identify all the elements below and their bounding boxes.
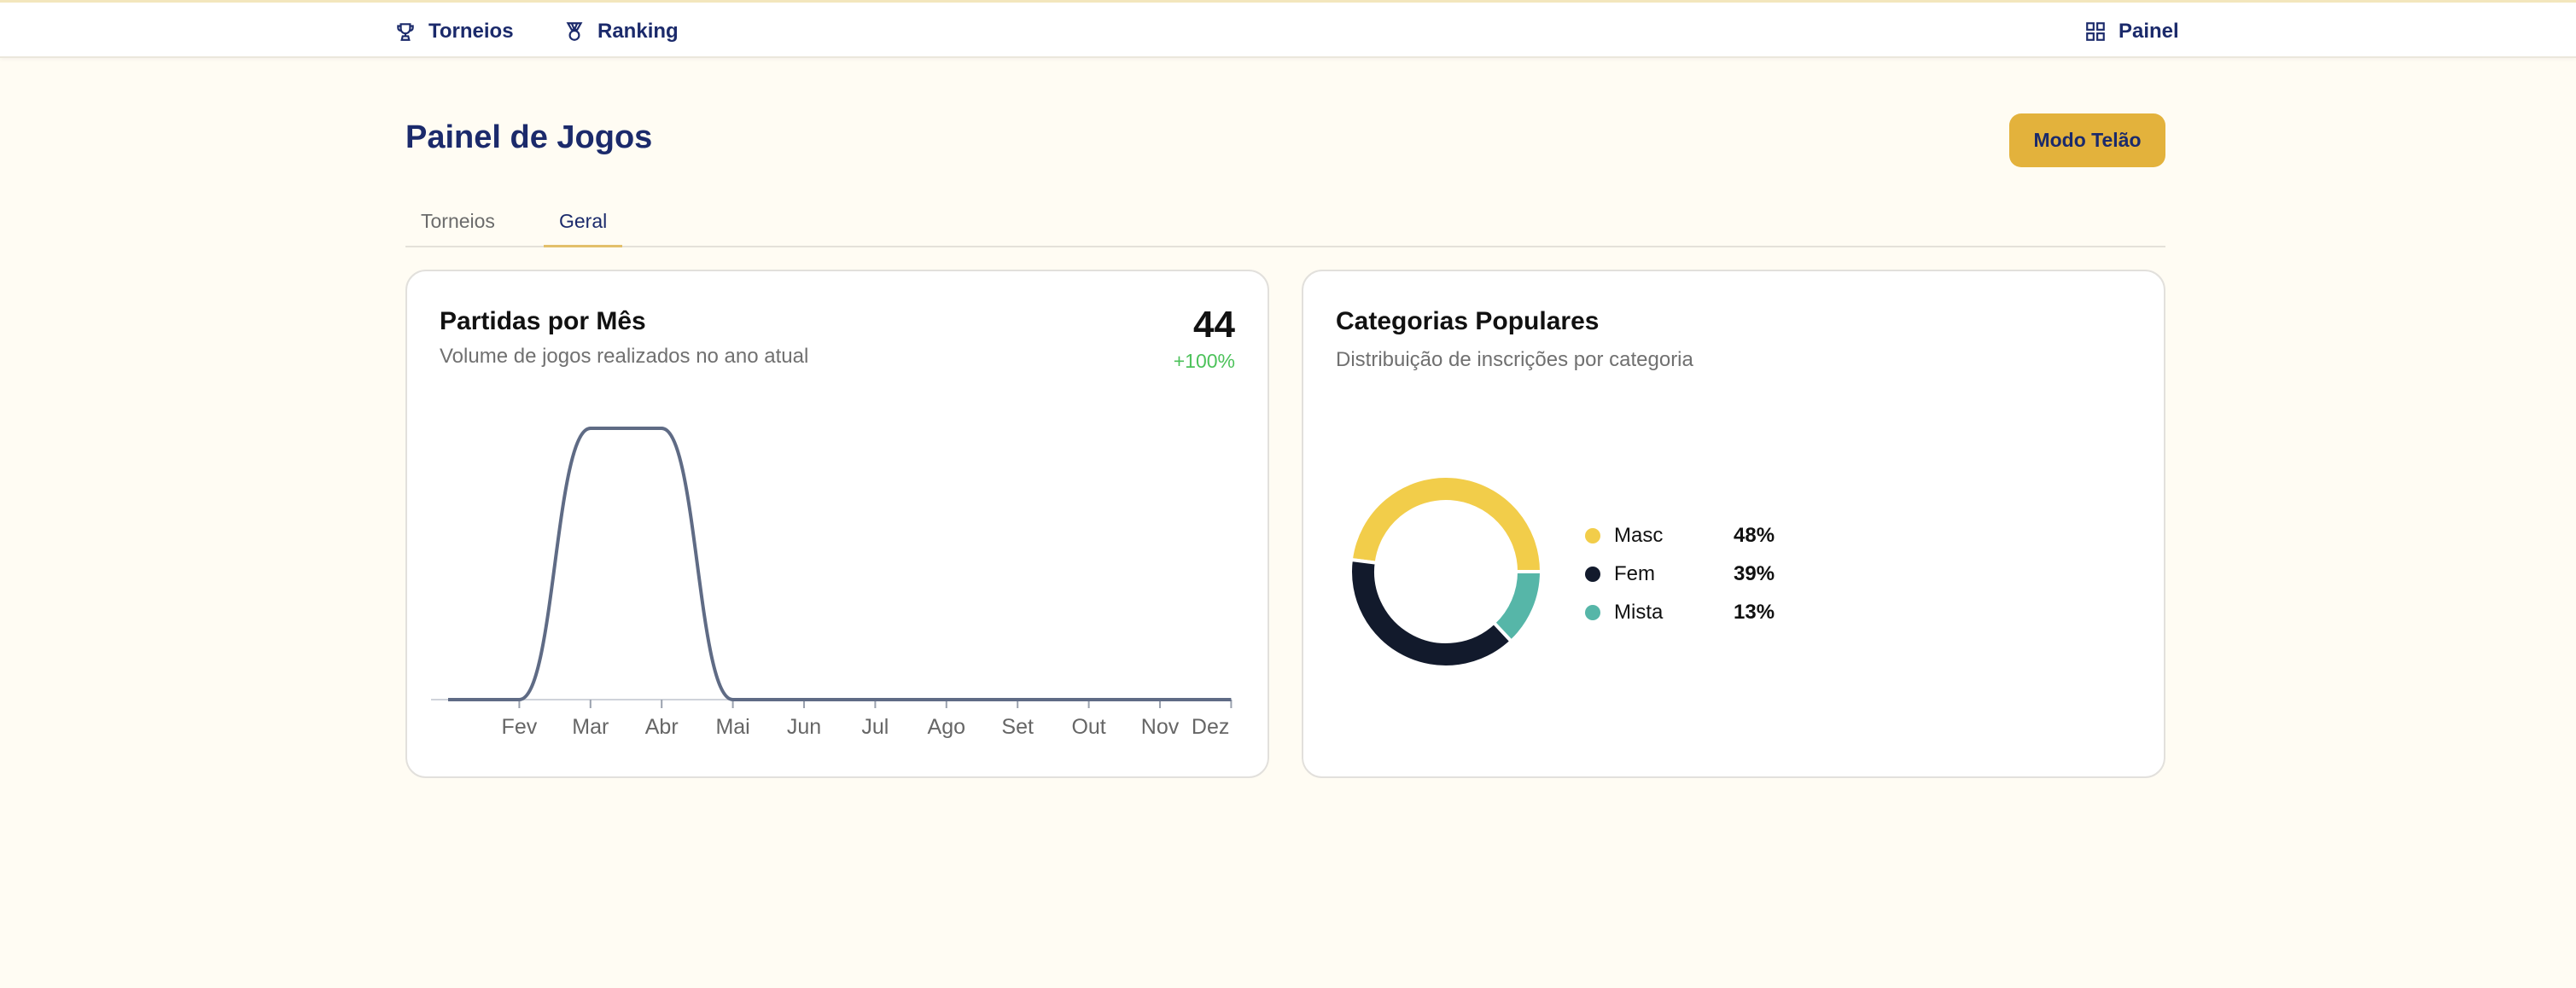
x-tick-label: Jun [787, 715, 821, 739]
medal-icon [566, 22, 583, 41]
legend-label: Fem [1614, 562, 1655, 585]
legend-dot [1585, 567, 1600, 582]
total-matches: 44 [1193, 304, 1235, 346]
nav-ranking-label: Ranking [597, 20, 679, 43]
categories-card: Categorias Populares Distribuição de ins… [1302, 270, 2165, 778]
donut-slice-masc [1349, 474, 1544, 573]
delta-percent: +100% [1173, 350, 1235, 372]
x-tick-label: Out [1071, 715, 1105, 739]
top-nav: Torneios Ranking Painel [0, 0, 2576, 58]
x-tick-label: Jul [861, 715, 889, 739]
mode-telao-button[interactable]: Modo Telão [2009, 113, 2165, 167]
x-tick-label: Ago [928, 715, 965, 739]
x-tick-label: Abr [645, 715, 679, 739]
legend-dot [1585, 528, 1600, 543]
legend-item: Masc 48% [1585, 524, 1775, 548]
x-tick-label: Nov [1141, 715, 1180, 739]
legend-value: 39% [1734, 562, 1775, 585]
card-subtitle: Distribuição de inscrições por categoria [1336, 348, 1693, 371]
tab-torneios[interactable]: Torneios [421, 210, 495, 232]
nav-torneios[interactable]: Torneios [394, 20, 514, 44]
nav-torneios-label: Torneios [428, 20, 514, 43]
line-chart: Fev Mar Abr Mai Jun Jul Ago Set Out Nov Dez [431, 427, 1233, 739]
x-tick-label: Mar [572, 715, 609, 739]
page-title: Painel de Jogos [405, 119, 653, 155]
legend-value: 13% [1734, 601, 1775, 624]
legend-item: Mista 13% [1585, 601, 1775, 625]
legend-label: Mista [1614, 601, 1664, 624]
trophy-icon [397, 23, 414, 41]
nav-painel-label: Painel [2118, 20, 2179, 43]
x-tick-label: Set [1001, 715, 1034, 739]
legend-value: 48% [1734, 524, 1775, 547]
donut-chart [1349, 474, 1544, 669]
tab-geral[interactable]: Geral [544, 210, 623, 247]
matches-card: Partidas por Mês Volume de jogos realiza… [405, 270, 1269, 778]
legend-item: Fem 39% [1585, 562, 1775, 586]
x-tick-label: Mai [715, 715, 749, 739]
x-tick-label: Dez [1192, 715, 1229, 739]
series-line [448, 427, 1232, 702]
nav-painel[interactable]: Painel [2084, 20, 2179, 44]
legend-dot [1585, 605, 1600, 620]
donut-slice-fem [1349, 557, 1514, 669]
tabs: Torneios Geral [405, 205, 2165, 247]
x-tick-label: Fev [502, 715, 538, 739]
card-subtitle: Volume de jogos realizados no ano atual [440, 345, 809, 368]
legend-label: Masc [1614, 524, 1664, 547]
card-title: Partidas por Mês [440, 307, 646, 335]
card-title: Categorias Populares [1336, 307, 1600, 335]
nav-ranking[interactable]: Ranking [563, 20, 679, 44]
donut-slice-mista [1491, 570, 1544, 644]
dashboard-icon [2086, 22, 2105, 41]
